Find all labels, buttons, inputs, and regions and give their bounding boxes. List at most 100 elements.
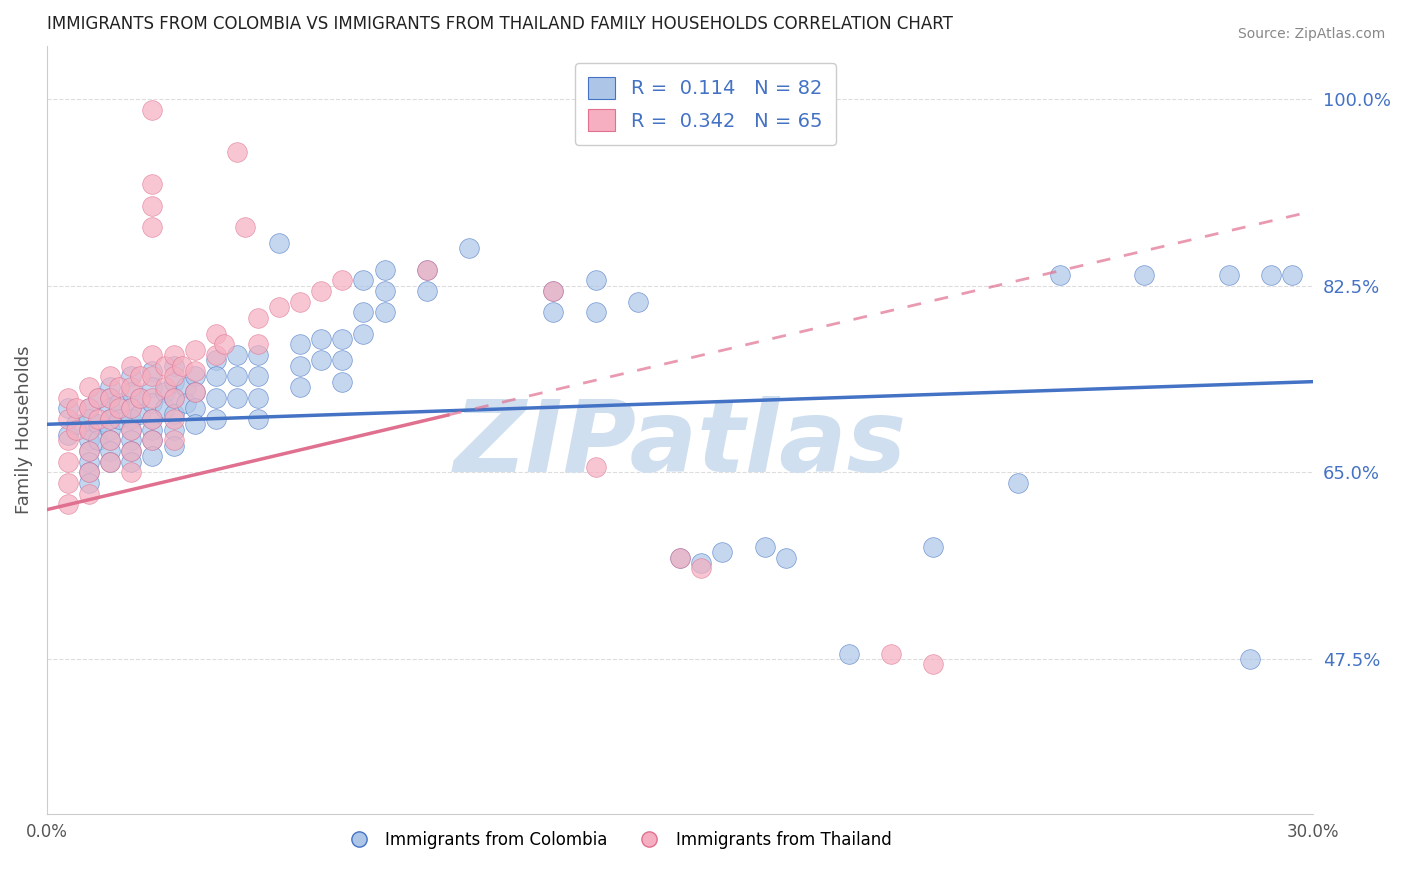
Point	[627, 294, 650, 309]
Point	[212, 337, 235, 351]
Point	[98, 412, 121, 426]
Text: ZIPatlas: ZIPatlas	[454, 396, 907, 493]
Point	[353, 305, 375, 319]
Point	[162, 412, 184, 426]
Point	[585, 273, 607, 287]
Point	[77, 434, 100, 448]
Point	[153, 385, 176, 400]
Point	[153, 380, 176, 394]
Point	[128, 407, 150, 421]
Point	[690, 556, 713, 570]
Point	[56, 434, 79, 448]
Point	[1239, 652, 1261, 666]
Point	[128, 391, 150, 405]
Point	[120, 455, 142, 469]
Point	[86, 412, 108, 426]
Point	[288, 337, 311, 351]
Point	[204, 353, 226, 368]
Point	[77, 380, 100, 394]
Point	[204, 391, 226, 405]
Point	[86, 391, 108, 405]
Point	[1260, 268, 1282, 282]
Point	[1007, 475, 1029, 490]
Point	[98, 434, 121, 448]
Point	[98, 455, 121, 469]
Point	[98, 401, 121, 416]
Point	[922, 540, 945, 554]
Point	[141, 396, 163, 410]
Point	[120, 385, 142, 400]
Point	[669, 550, 692, 565]
Point	[353, 273, 375, 287]
Point	[1133, 268, 1156, 282]
Point	[669, 550, 692, 565]
Point	[120, 423, 142, 437]
Point	[162, 391, 184, 405]
Point	[416, 284, 439, 298]
Point	[225, 369, 247, 384]
Point	[107, 396, 129, 410]
Point	[86, 434, 108, 448]
Point	[374, 284, 396, 298]
Point	[120, 465, 142, 479]
Point	[162, 407, 184, 421]
Point	[162, 439, 184, 453]
Point	[332, 375, 354, 389]
Point	[65, 401, 87, 416]
Point	[332, 353, 354, 368]
Point	[77, 444, 100, 458]
Point	[246, 310, 269, 325]
Point	[204, 326, 226, 341]
Point	[162, 434, 184, 448]
Point	[98, 369, 121, 384]
Point	[120, 359, 142, 373]
Point	[288, 359, 311, 373]
Point	[77, 465, 100, 479]
Point	[543, 284, 565, 298]
Point	[183, 343, 205, 357]
Point	[711, 545, 734, 559]
Point	[204, 412, 226, 426]
Point	[162, 391, 184, 405]
Point	[162, 375, 184, 389]
Point	[374, 262, 396, 277]
Point	[120, 401, 142, 416]
Point	[690, 561, 713, 575]
Y-axis label: Family Households: Family Households	[15, 345, 32, 514]
Point	[332, 273, 354, 287]
Point	[233, 219, 256, 234]
Point	[77, 401, 100, 416]
Point	[585, 460, 607, 475]
Point	[56, 497, 79, 511]
Point	[56, 475, 79, 490]
Point	[838, 647, 860, 661]
Point	[162, 348, 184, 362]
Point	[311, 353, 333, 368]
Point	[120, 423, 142, 437]
Point	[153, 359, 176, 373]
Point	[98, 434, 121, 448]
Point	[56, 412, 79, 426]
Point	[120, 401, 142, 416]
Point	[225, 145, 247, 160]
Legend: R =  0.114   N = 82, R =  0.342   N = 65: R = 0.114 N = 82, R = 0.342 N = 65	[575, 63, 837, 145]
Point	[311, 284, 333, 298]
Point	[77, 412, 100, 426]
Point	[120, 369, 142, 384]
Point	[98, 423, 121, 437]
Point	[332, 332, 354, 346]
Point	[107, 380, 129, 394]
Point	[141, 178, 163, 192]
Point	[128, 369, 150, 384]
Point	[246, 412, 269, 426]
Point	[246, 337, 269, 351]
Point	[416, 262, 439, 277]
Point	[141, 412, 163, 426]
Point	[585, 305, 607, 319]
Text: Source: ZipAtlas.com: Source: ZipAtlas.com	[1237, 27, 1385, 41]
Text: IMMIGRANTS FROM COLOMBIA VS IMMIGRANTS FROM THAILAND FAMILY HOUSEHOLDS CORRELATI: IMMIGRANTS FROM COLOMBIA VS IMMIGRANTS F…	[46, 15, 953, 33]
Point	[141, 412, 163, 426]
Point	[1281, 268, 1303, 282]
Point	[353, 326, 375, 341]
Point	[754, 540, 776, 554]
